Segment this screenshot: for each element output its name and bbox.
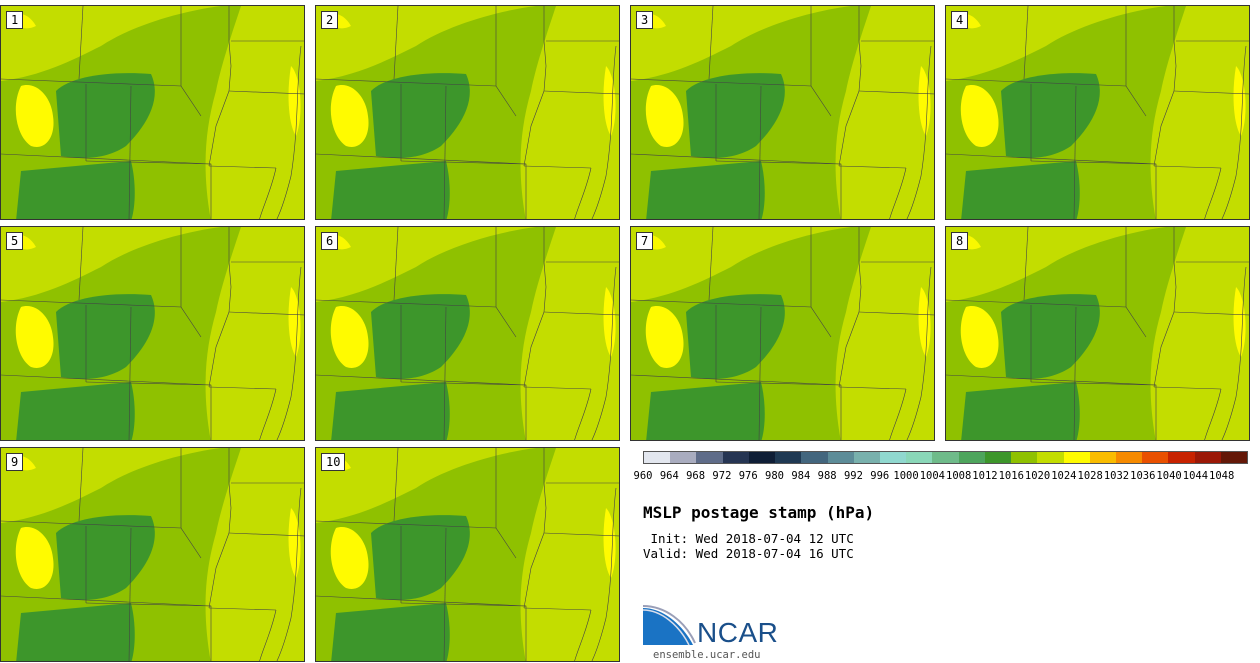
colorbar-swatch xyxy=(932,452,959,463)
colorbar-tick-label: 1004 xyxy=(919,470,945,482)
colorbar-tick-label: 992 xyxy=(843,470,863,482)
map-panel: 8 xyxy=(945,226,1250,441)
colorbar-swatch xyxy=(748,452,776,463)
colorbar-swatch xyxy=(827,452,854,463)
colorbar-swatch xyxy=(1037,452,1064,463)
colorbar-swatch xyxy=(1089,452,1116,463)
colorbar-tick-label: 1036 xyxy=(1130,470,1156,482)
mslp-map xyxy=(1,6,304,219)
map-panel: 7 xyxy=(630,226,935,441)
colorbar-tick-label: 988 xyxy=(817,470,837,482)
colorbar-tick-label: 960 xyxy=(633,470,653,482)
colorbar-swatch xyxy=(670,452,697,463)
mslp-map xyxy=(316,227,619,440)
colorbar-swatch xyxy=(1220,452,1248,463)
colorbar-tick-label: 1016 xyxy=(998,470,1024,482)
mslp-map xyxy=(316,448,619,661)
mslp-map xyxy=(1,448,304,661)
panel-number-label: 9 xyxy=(6,453,24,471)
colorbar-tick-label: 996 xyxy=(870,470,890,482)
colorbar-tick-label: 968 xyxy=(686,470,706,482)
mslp-map xyxy=(631,6,934,219)
init-time: Init: Wed 2018-07-04 12 UTC xyxy=(643,531,854,546)
colorbar-tick-label: 980 xyxy=(765,470,784,482)
mslp-map xyxy=(946,227,1249,440)
colorbar-tick-label: 1024 xyxy=(1051,470,1077,482)
colorbar-tick-label: 1032 xyxy=(1103,470,1130,482)
chart-title: MSLP postage stamp (hPa) xyxy=(643,503,875,522)
colorbar xyxy=(643,451,1248,464)
map-panel: 10 xyxy=(315,447,620,662)
colorbar-swatch xyxy=(696,452,723,463)
colorbar-swatch xyxy=(1168,452,1195,463)
map-panel: 5 xyxy=(0,226,305,441)
colorbar-tick-label: 1020 xyxy=(1024,470,1051,482)
colorbar-tick-label: 1012 xyxy=(972,470,998,482)
colorbar-swatch xyxy=(722,452,749,463)
colorbar-swatch xyxy=(984,452,1012,463)
colorbar-swatch xyxy=(1115,452,1143,463)
colorbar-tick-label: 1028 xyxy=(1077,470,1103,482)
colorbar-swatch xyxy=(879,452,907,463)
colorbar-swatch xyxy=(801,452,828,463)
colorbar-tick-label: 1040 xyxy=(1156,470,1182,482)
panel-number-label: 4 xyxy=(951,11,969,29)
map-panel: 6 xyxy=(315,226,620,441)
panel-number-label: 5 xyxy=(6,232,24,250)
mslp-map xyxy=(946,6,1249,219)
mslp-map xyxy=(631,227,934,440)
panel-number-label: 8 xyxy=(951,232,969,250)
colorbar-swatch xyxy=(1194,452,1221,463)
map-panel: 3 xyxy=(630,5,935,220)
panel-number-label: 3 xyxy=(636,11,654,29)
colorbar-tick-label: 984 xyxy=(791,470,811,482)
colorbar-swatch xyxy=(1011,452,1038,463)
colorbar-swatch xyxy=(853,452,880,463)
colorbar-tick-label: 1008 xyxy=(945,470,972,482)
colorbar-swatch xyxy=(1142,452,1169,463)
mslp-map xyxy=(1,227,304,440)
site-url: ensemble.ucar.edu xyxy=(653,649,761,661)
colorbar-swatch xyxy=(644,452,671,463)
ncar-logo-icon xyxy=(643,605,696,646)
valid-time: Valid: Wed 2018-07-04 16 UTC xyxy=(643,546,854,561)
map-panel: 1 xyxy=(0,5,305,220)
map-panel: 9 xyxy=(0,447,305,662)
colorbar-swatch xyxy=(958,452,985,463)
panel-number-label: 2 xyxy=(321,11,339,29)
map-panel: 4 xyxy=(945,5,1250,220)
colorbar-swatch xyxy=(775,452,802,463)
colorbar-tick-label: 964 xyxy=(659,470,679,482)
colorbar-ticks: 960 964 968 972 976 980 984 988 992 996 1000 1004 10… xyxy=(634,470,1248,484)
panel-number-label: 6 xyxy=(321,232,339,250)
panel-number-label: 10 xyxy=(321,453,346,471)
panel-number-label: 7 xyxy=(636,232,654,250)
colorbar-swatch xyxy=(906,452,933,463)
colorbar-tick-label: 1044 xyxy=(1182,470,1209,482)
colorbar-swatch xyxy=(1063,452,1090,463)
colorbar-tick-label: 1048 xyxy=(1209,470,1235,482)
colorbar-tick-label: 976 xyxy=(738,470,758,482)
panel-number-label: 1 xyxy=(6,11,24,29)
mslp-map xyxy=(316,6,619,219)
map-panel: 2 xyxy=(315,5,620,220)
colorbar-tick-label: 1000 xyxy=(893,470,919,482)
colorbar-tick-label: 972 xyxy=(712,470,732,482)
ncar-logo-text: NCAR xyxy=(697,617,779,648)
